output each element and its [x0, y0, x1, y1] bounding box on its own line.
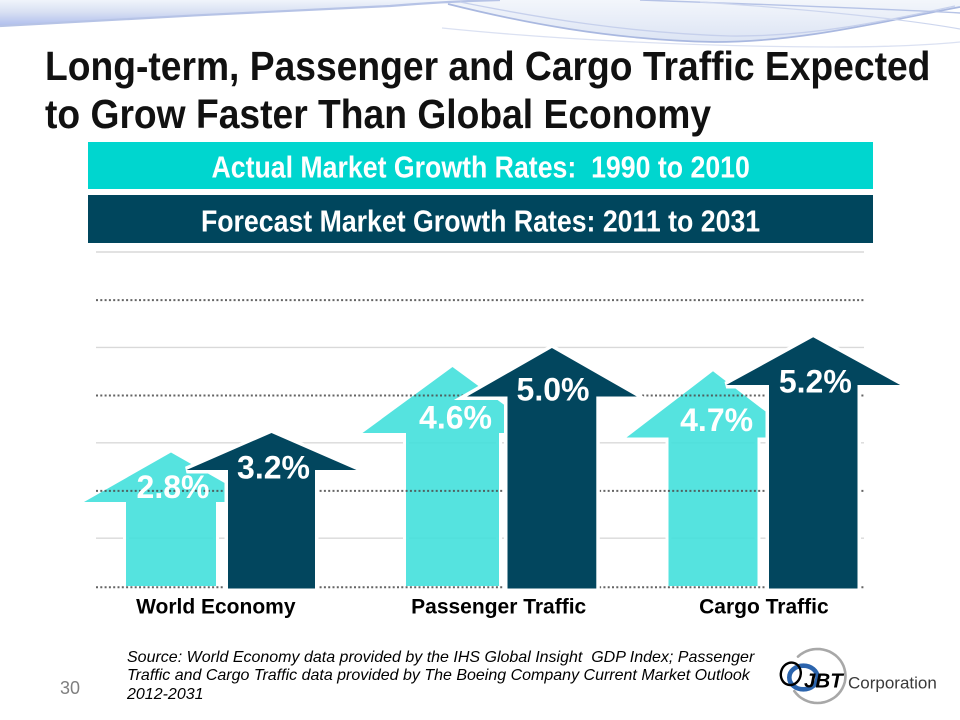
svg-text:Corporation: Corporation	[848, 673, 937, 692]
svg-text:3.2%: 3.2%	[237, 450, 310, 486]
svg-text:World Economy: World Economy	[136, 595, 296, 618]
svg-text:Passenger Traffic: Passenger Traffic	[411, 595, 586, 618]
svg-text:Cargo Traffic: Cargo Traffic	[699, 595, 829, 618]
svg-text:4.6%: 4.6%	[419, 400, 492, 436]
svg-text:5.0%: 5.0%	[517, 372, 590, 408]
svg-text:5.2%: 5.2%	[779, 364, 852, 400]
svg-text:4.7%: 4.7%	[680, 402, 753, 438]
svg-text:2.8%: 2.8%	[137, 469, 210, 505]
svg-text:JBT: JBT	[804, 670, 844, 693]
